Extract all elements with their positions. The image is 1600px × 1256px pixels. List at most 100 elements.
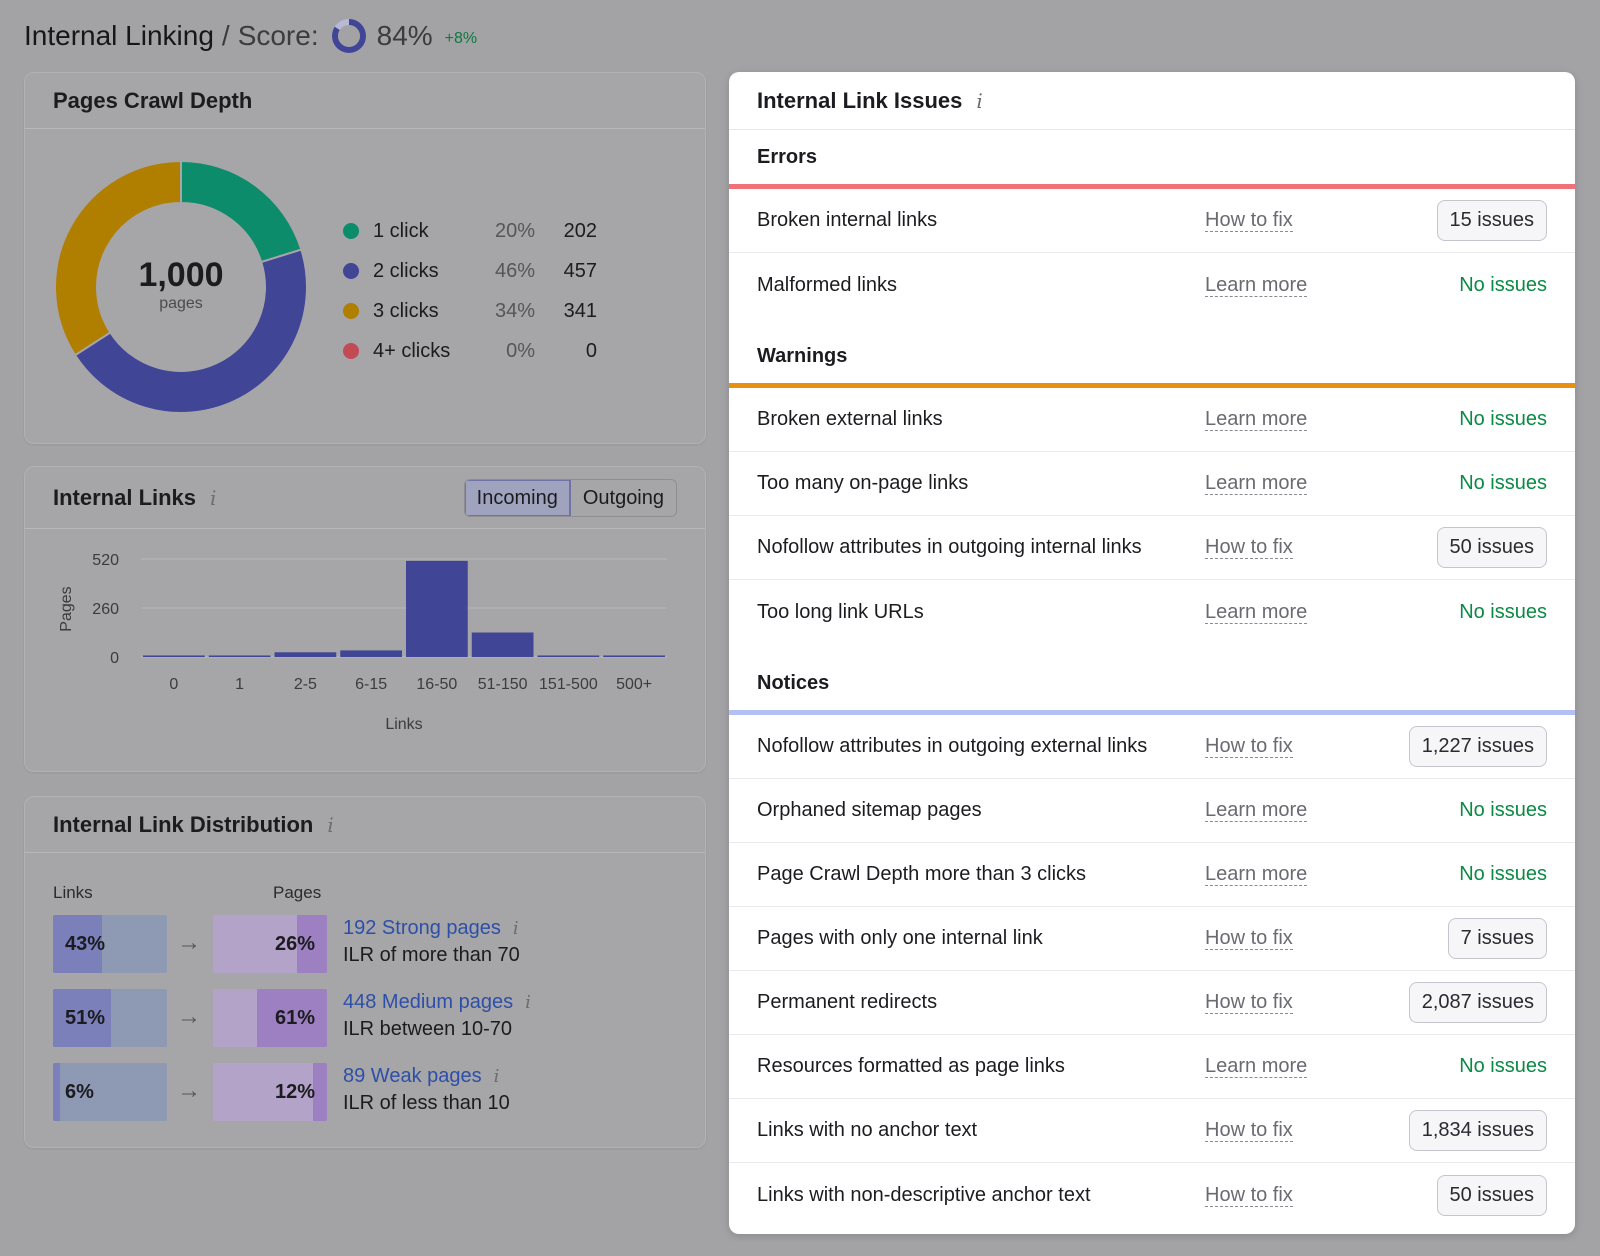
x-tick-label: 1 [235, 676, 244, 693]
info-icon[interactable]: i [976, 88, 983, 113]
issue-section-notices: Notices Nofollow attributes in outgoing e… [729, 644, 1575, 1227]
section-title: Errors [757, 145, 818, 168]
issue-row[interactable]: Too many on-page links Learn more No iss… [729, 452, 1575, 516]
no-issues-status: No issues [1459, 472, 1547, 494]
bar-0[interactable] [143, 655, 205, 657]
pages-group-link[interactable]: 89 Weak pages i [343, 1065, 500, 1087]
issue-row[interactable]: Page Crawl Depth more than 3 clicks Lear… [729, 843, 1575, 907]
learn-more-link[interactable]: Learn more [1205, 600, 1308, 624]
issue-row[interactable]: Links with no anchor text How to fix 1,8… [729, 1099, 1575, 1163]
section-rule [729, 383, 1575, 388]
donut-slice-3[interactable] [54, 159, 182, 357]
incoming-toggle-button[interactable]: Incoming [464, 480, 571, 516]
issues-count-badge[interactable]: 1,227 issues [1408, 726, 1547, 767]
how-to-fix-link[interactable]: How to fix [1205, 1183, 1293, 1207]
bar-500+[interactable] [603, 655, 665, 657]
issues-count-badge[interactable]: 2,087 issues [1408, 982, 1547, 1023]
how-to-fix-link[interactable]: How to fix [1205, 735, 1293, 758]
score-value: 84% [376, 20, 433, 51]
legend-item[interactable]: 2 clicks 46% 457 [343, 251, 597, 291]
bar-6-15[interactable] [340, 650, 402, 657]
learn-more-link[interactable]: Learn more [1205, 863, 1308, 886]
issue-row[interactable]: Malformed links Learn more No issues [729, 253, 1575, 317]
bar-51-150[interactable] [471, 632, 534, 658]
issue-row[interactable]: Links with non-descriptive anchor text H… [729, 1163, 1575, 1227]
section-rule [729, 184, 1575, 189]
issue-row[interactable]: Too long link URLs Learn more No issues [729, 580, 1575, 644]
page-title: Internal Linking [24, 20, 214, 51]
info-icon[interactable]: i [512, 918, 519, 939]
how-to-fix-link[interactable]: How to fix [1205, 1119, 1293, 1142]
learn-more-link[interactable]: Learn more [1205, 1055, 1308, 1078]
donut-chart[interactable] [53, 159, 309, 415]
issue-row[interactable]: Orphaned sitemap pages Learn more No iss… [729, 779, 1575, 843]
score-delta-badge: +8% [444, 30, 478, 47]
donut-center: 1,000 pages [53, 159, 309, 415]
issue-row[interactable]: Resources formatted as page links Learn … [729, 1035, 1575, 1099]
pages-share-value: 26% [274, 932, 315, 955]
issue-name: Pages with only one internal link [757, 927, 1043, 949]
learn-more-link[interactable]: Learn more [1205, 799, 1308, 822]
x-tick-label: 0 [169, 676, 178, 693]
issue-row[interactable]: Pages with only one internal link How to… [729, 907, 1575, 971]
crawl-depth-donut[interactable]: 1,000 pages [53, 159, 309, 415]
legend-item[interactable]: 4+ clicks 0% 0 [343, 331, 597, 371]
bar-1[interactable] [208, 655, 271, 657]
legend-item[interactable]: 3 clicks 34% 341 [343, 291, 597, 331]
issues-count-badge[interactable]: 50 issues [1436, 527, 1547, 568]
learn-more-link[interactable]: Learn more [1205, 273, 1308, 297]
how-to-fix-link[interactable]: How to fix [1205, 209, 1293, 232]
info-icon[interactable]: i [493, 1066, 500, 1087]
donut-slice-2[interactable] [73, 248, 308, 414]
legend-item[interactable]: 1 click 20% 202 [343, 211, 597, 251]
pages-share-bar: 12% [213, 1063, 327, 1121]
how-to-fix-link[interactable]: How to fix [1205, 991, 1293, 1014]
legend-dot [343, 223, 359, 239]
arrow-right-icon: → [177, 1077, 201, 1104]
info-icon[interactable]: i [525, 992, 531, 1013]
issues-count-badge[interactable]: 1,834 issues [1408, 1110, 1547, 1151]
link-distribution-title: Internal Link Distribution [53, 811, 314, 837]
learn-more-link[interactable]: Learn more [1205, 408, 1308, 431]
link-distribution-card: Internal Link Distribution i Links Pages… [24, 796, 706, 1148]
legend-count: 457 [563, 259, 597, 282]
x-tick-label: 51-150 [478, 676, 528, 693]
legend-percent: 20% [494, 219, 535, 242]
info-icon[interactable]: i [327, 812, 334, 837]
legend-dot [343, 263, 359, 279]
issue-name: Links with non-descriptive anchor text [757, 1183, 1091, 1206]
issues-count-badge[interactable]: 50 issues [1436, 1174, 1547, 1216]
bar-151-500[interactable] [537, 655, 600, 657]
issue-sections: Errors Broken internal links How to fix 1… [729, 130, 1575, 1227]
learn-more-link[interactable]: Learn more [1205, 472, 1308, 495]
issue-row[interactable]: Nofollow attributes in outgoing external… [729, 715, 1575, 779]
pages-share-value: 12% [274, 1080, 315, 1103]
issue-name: Too many on-page links [757, 472, 969, 494]
x-tick-label: 500+ [616, 676, 652, 693]
link-issues-header: Internal Link Issues i [729, 72, 1575, 130]
y-tick-label: 0 [110, 650, 119, 667]
issue-row[interactable]: Broken external links Learn more No issu… [729, 388, 1575, 452]
links-share-bar: 51% [53, 989, 167, 1047]
issues-count-badge[interactable]: 15 issues [1436, 200, 1547, 241]
info-icon[interactable]: i [210, 485, 217, 510]
outgoing-toggle-button[interactable]: Outgoing [582, 486, 664, 509]
pages-share-value: 61% [274, 1006, 315, 1029]
bar-16-50[interactable] [406, 560, 468, 657]
bar-2-5[interactable] [274, 652, 337, 657]
issue-row[interactable]: Broken internal links How to fix 15 issu… [729, 189, 1575, 253]
x-tick-label: 2-5 [294, 676, 317, 693]
section-title: Warnings [757, 344, 848, 367]
ilr-description: ILR of less than 10 [343, 1092, 510, 1114]
issue-row[interactable]: Nofollow attributes in outgoing internal… [729, 516, 1575, 580]
how-to-fix-link[interactable]: How to fix [1205, 536, 1293, 559]
how-to-fix-link[interactable]: How to fix [1205, 927, 1293, 950]
direction-toggle[interactable]: Incoming Outgoing [463, 479, 677, 517]
issue-row[interactable]: Permanent redirects How to fix 2,087 iss… [729, 971, 1575, 1035]
pages-group-link[interactable]: 192 Strong pages i [343, 917, 519, 939]
score-ring-icon [331, 19, 366, 53]
pages-group-link[interactable]: 448 Medium pages i [343, 991, 531, 1013]
issue-section-errors: Errors Broken internal links How to fix 1… [729, 130, 1575, 317]
issues-count-badge[interactable]: 7 issues [1447, 918, 1547, 959]
x-tick-label: 151-500 [539, 676, 598, 693]
